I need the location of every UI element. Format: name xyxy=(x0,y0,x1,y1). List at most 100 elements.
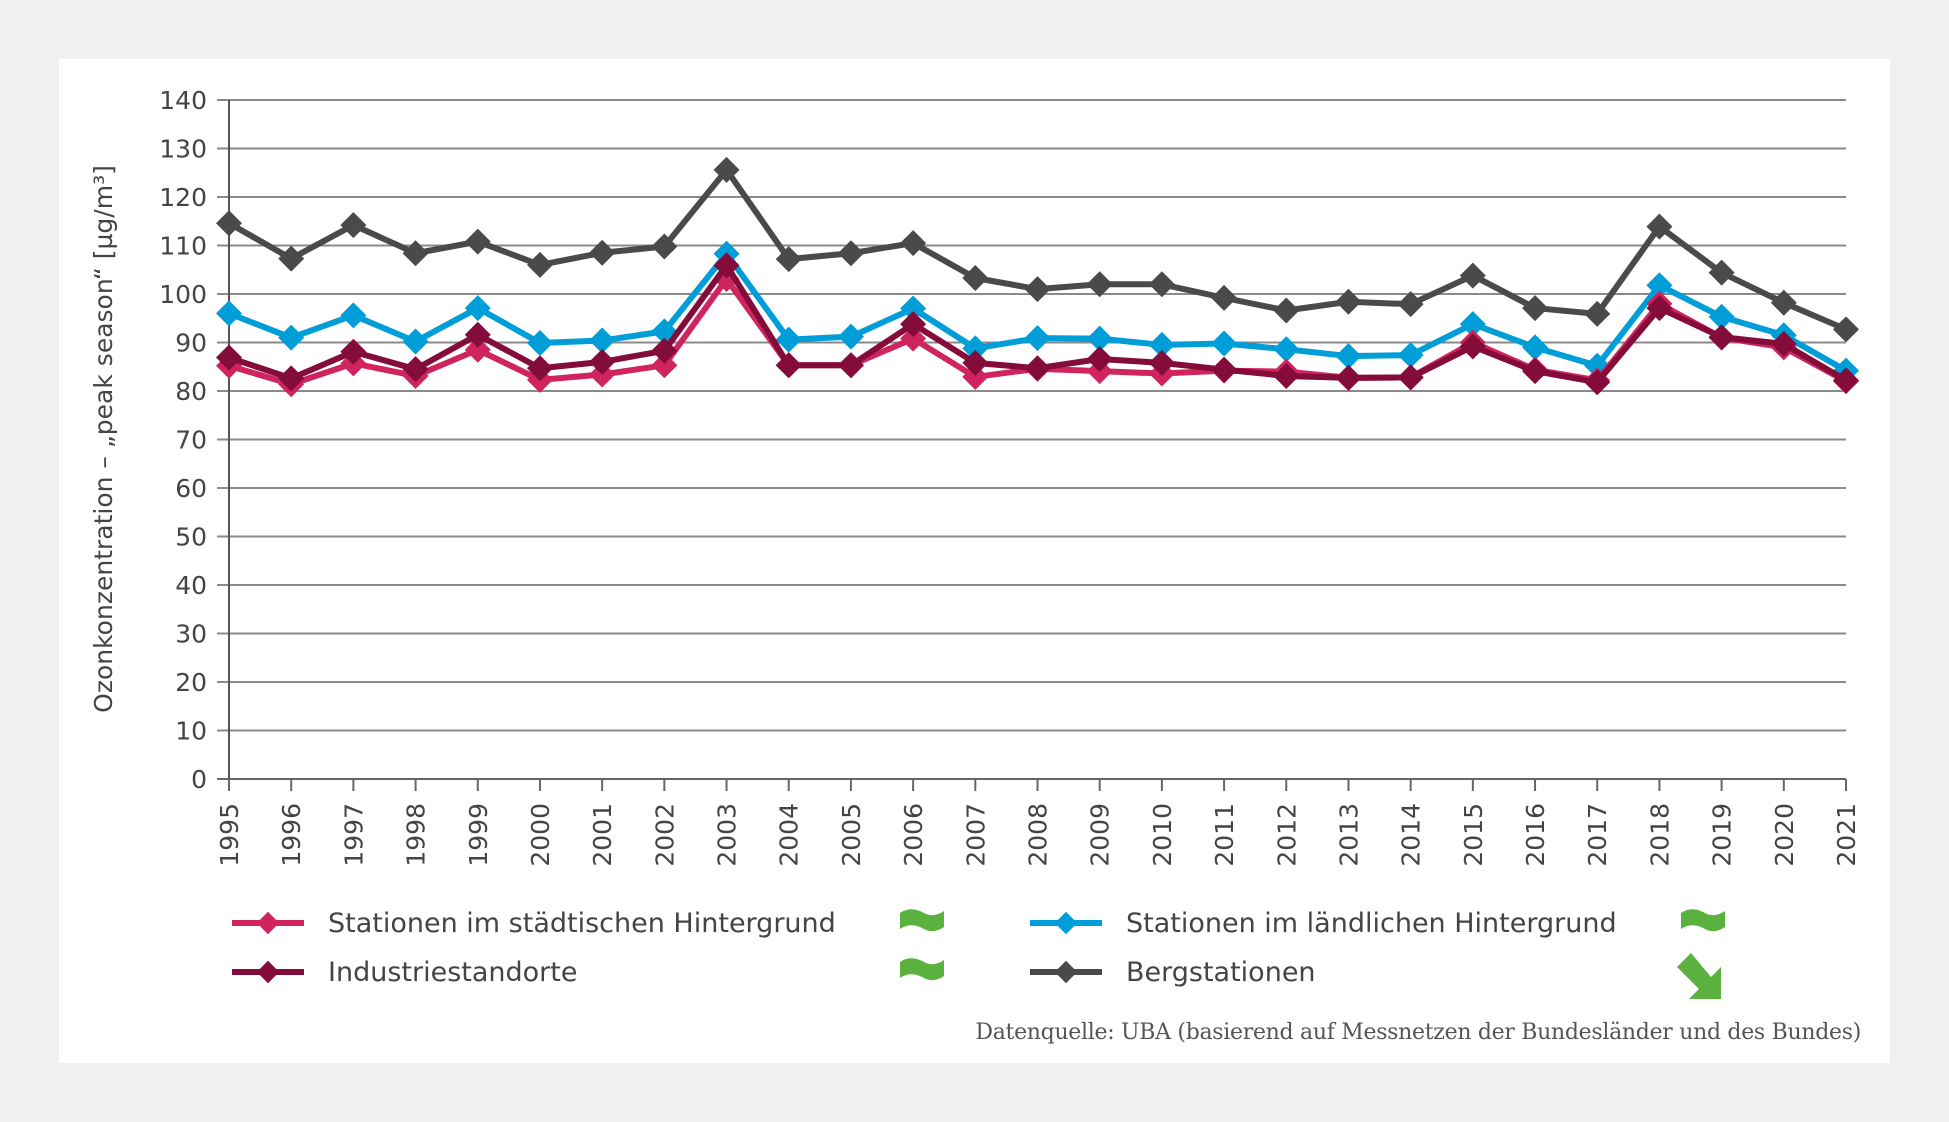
y-tick-label: 100 xyxy=(159,280,207,309)
y-tick-label: 70 xyxy=(175,426,207,455)
data-point-marker xyxy=(1024,325,1051,352)
x-tick-label: 2000 xyxy=(526,803,555,867)
legend-item-industrial[interactable]: Industriestandorte xyxy=(232,952,577,992)
data-point-marker xyxy=(900,325,927,352)
data-point-marker xyxy=(962,264,989,291)
data-point-marker xyxy=(278,245,305,272)
y-axis-ticks: 0 10 20 30 40 50 60 70 80 90 100 110 120 130 140 xyxy=(159,86,207,794)
y-tick-label: 0 xyxy=(191,765,207,794)
data-point-marker xyxy=(526,355,553,382)
data-point-marker xyxy=(1273,336,1300,363)
data-point-marker xyxy=(900,230,927,257)
data-point-marker xyxy=(1211,330,1238,357)
data-point-marker xyxy=(1833,316,1859,343)
data-point-marker xyxy=(1148,349,1175,376)
data-point-marker xyxy=(1770,330,1797,357)
data-point-marker xyxy=(589,239,616,266)
legend-swatch-rural xyxy=(1030,903,1102,943)
y-tick-label: 90 xyxy=(175,329,207,358)
data-point-marker xyxy=(1024,276,1051,303)
y-tick-label: 40 xyxy=(175,571,207,600)
y-tick-label: 120 xyxy=(159,183,207,212)
data-point-marker xyxy=(340,212,367,239)
data-point-marker xyxy=(651,337,678,364)
data-point-marker xyxy=(1584,300,1611,327)
x-tick-label: 2003 xyxy=(713,803,742,867)
data-point-marker xyxy=(1397,291,1424,318)
data-point-marker xyxy=(1273,362,1300,389)
legend-label: Stationen im ländlichen Hintergrund xyxy=(1126,907,1617,939)
data-point-marker xyxy=(340,302,367,329)
data-point-marker xyxy=(775,352,802,379)
legend-item-rural[interactable]: Stationen im ländlichen Hintergrund xyxy=(1030,903,1617,943)
data-point-marker xyxy=(1646,272,1673,299)
x-tick-label: 1995 xyxy=(215,803,244,867)
x-tick-label: 2015 xyxy=(1459,803,1488,867)
data-point-marker xyxy=(900,295,927,322)
data-point-marker xyxy=(713,156,740,183)
data-point-marker xyxy=(900,311,927,338)
data-point-marker xyxy=(1335,364,1362,391)
data-point-marker xyxy=(1708,324,1735,351)
y-axis-title: Ozonkonzentration – „peak season“ [µg/m³… xyxy=(89,165,118,713)
legend-item-urban[interactable]: Stationen im städtischen Hintergrund xyxy=(232,903,836,943)
x-tick-label: 2001 xyxy=(588,803,617,867)
data-point-marker xyxy=(1086,325,1113,352)
x-tick-label: 2016 xyxy=(1521,803,1550,867)
data-source-note: Datenquelle: UBA (basierend auf Messnetz… xyxy=(975,1020,1861,1045)
data-point-marker xyxy=(651,352,678,379)
legend-label: Industriestandorte xyxy=(328,956,578,988)
legend-label: Stationen im städtischen Hintergrund xyxy=(328,907,836,939)
legend-item-mountain[interactable]: Bergstationen xyxy=(1030,952,1316,992)
data-point-marker xyxy=(775,326,802,353)
gridlines xyxy=(217,99,1846,780)
x-tick-label: 2018 xyxy=(1645,803,1674,867)
data-point-marker xyxy=(526,329,553,356)
data-point-marker xyxy=(216,344,242,371)
x-tick-label: 2009 xyxy=(1086,803,1115,867)
x-tick-label: 2005 xyxy=(837,803,866,867)
data-point-marker xyxy=(589,348,616,375)
data-point-marker xyxy=(1148,271,1175,298)
data-point-marker xyxy=(962,335,989,362)
x-tick-label: 2012 xyxy=(1272,803,1301,867)
x-tick-label: 2020 xyxy=(1770,803,1799,867)
x-tick-label: 2017 xyxy=(1583,803,1612,867)
x-tick-label: 1999 xyxy=(464,803,493,867)
data-point-marker xyxy=(962,363,989,390)
x-tick-label: 2011 xyxy=(1210,803,1239,867)
x-tick-label: 2019 xyxy=(1708,803,1737,867)
data-point-marker xyxy=(1459,333,1486,360)
data-point-marker xyxy=(837,240,864,267)
data-point-marker xyxy=(1211,284,1238,311)
x-tick-label: 2010 xyxy=(1148,803,1177,867)
data-point-marker xyxy=(1584,369,1611,396)
y-tick-label: 60 xyxy=(175,474,207,503)
data-point-marker xyxy=(1024,355,1051,382)
series-industrial xyxy=(216,252,1859,396)
y-tick-label: 30 xyxy=(175,620,207,649)
data-point-marker xyxy=(837,323,864,350)
data-point-marker xyxy=(1770,289,1797,316)
data-point-marker xyxy=(402,240,429,267)
x-tick-label: 2021 xyxy=(1832,803,1861,867)
data-point-marker xyxy=(651,233,678,260)
data-point-marker xyxy=(1646,295,1673,322)
data-point-marker xyxy=(1086,271,1113,298)
legend-swatch-urban xyxy=(232,903,304,943)
data-point-marker xyxy=(1459,262,1486,289)
data-point-marker xyxy=(837,352,864,379)
x-tick-label: 2004 xyxy=(775,803,804,867)
series-lines xyxy=(216,156,1859,398)
y-tick-label: 130 xyxy=(159,135,207,164)
data-point-marker xyxy=(1148,331,1175,358)
y-tick-label: 20 xyxy=(175,668,207,697)
data-point-marker xyxy=(340,338,367,365)
data-point-marker xyxy=(464,228,491,255)
x-tick-label: 1998 xyxy=(402,803,431,867)
data-point-marker xyxy=(464,295,491,322)
data-point-marker xyxy=(278,365,305,392)
x-tick-label: 2008 xyxy=(1024,803,1053,867)
data-point-marker xyxy=(1522,358,1549,385)
